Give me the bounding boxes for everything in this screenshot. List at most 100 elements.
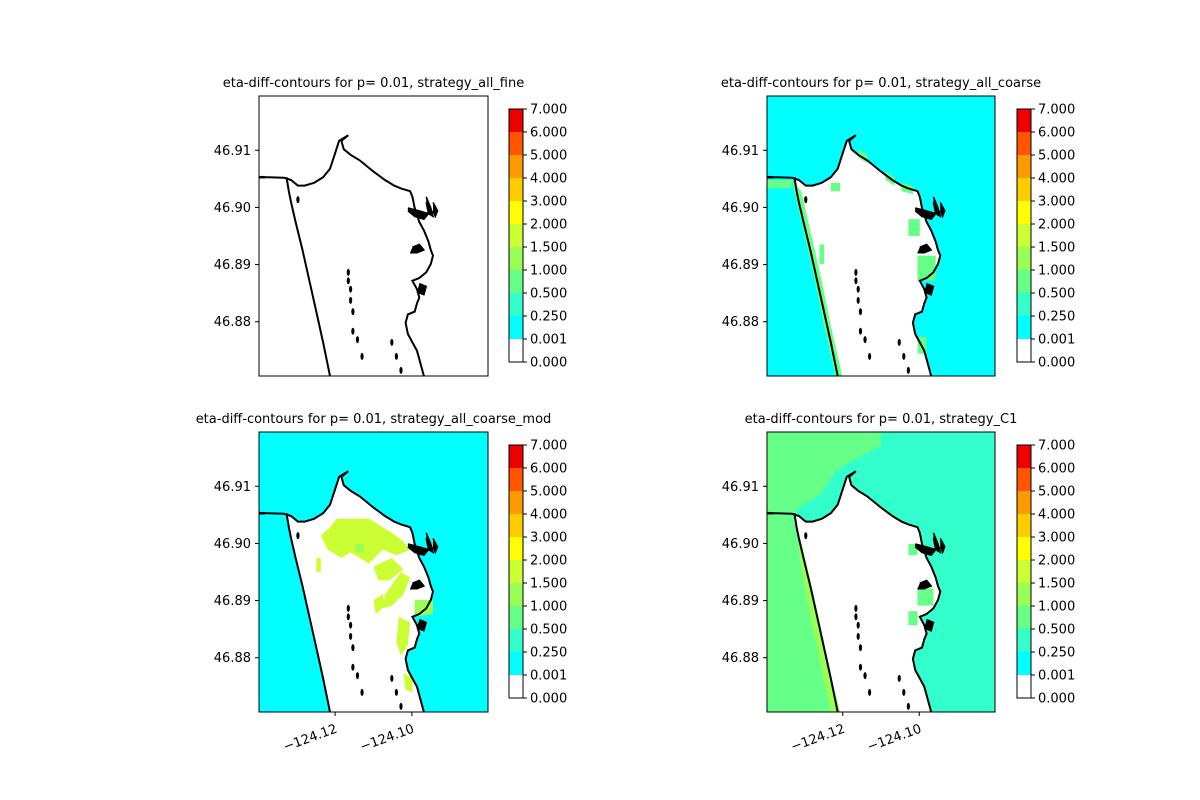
channel-marker: [856, 296, 860, 304]
colorbar-label: 0.500: [1038, 287, 1075, 302]
map-area: [259, 96, 488, 376]
channel-marker: [394, 688, 398, 696]
island: [425, 196, 435, 219]
island: [917, 243, 933, 254]
channel-marker: [854, 613, 858, 621]
colorbar-label: 5.000: [1038, 149, 1075, 164]
coastline: [259, 134, 435, 376]
ytick-label: 46.88: [214, 651, 251, 666]
map-area: [259, 432, 488, 712]
channel-marker: [351, 644, 355, 652]
colorbar-label: 0.500: [1038, 623, 1075, 638]
island: [932, 532, 942, 555]
colorbar-label: 6.000: [530, 126, 567, 141]
channel-marker: [360, 688, 364, 696]
colorbar-segment: [509, 652, 523, 675]
channel-marker: [897, 674, 901, 682]
colorbar-label: 7.000: [530, 439, 567, 454]
ytick-label: 46.91: [722, 480, 759, 495]
colorbar-segment: [509, 606, 523, 629]
colorbar-frame: [508, 444, 524, 699]
colorbar-label: 3.000: [1038, 531, 1075, 546]
contour-patch: [767, 180, 793, 189]
channel-marker: [858, 663, 863, 671]
colorbar-label: 5.000: [1038, 485, 1075, 500]
colorbar-label: 6.000: [1038, 462, 1075, 477]
colorbar-segment: [1017, 270, 1031, 293]
colorbar-segment: [509, 155, 523, 178]
channel-marker: [355, 672, 360, 680]
coastline: [259, 470, 435, 712]
channel-marker: [804, 196, 808, 204]
colorbar-label: 0.000: [1038, 356, 1075, 371]
colorbar-label: 7.000: [1038, 103, 1075, 118]
colorbar-frame: [1016, 444, 1032, 699]
colorbar-label: 6.000: [530, 462, 567, 477]
channel-marker: [349, 285, 353, 293]
ytick-label: 46.88: [722, 315, 759, 330]
ytick-label: 46.91: [214, 144, 251, 159]
channel-marker: [902, 688, 906, 696]
ytick-label: 46.89: [214, 594, 251, 609]
beach-line: [793, 177, 839, 376]
colorbar-label: 2.000: [1038, 554, 1075, 569]
channel-marker: [399, 702, 403, 710]
colorbar-label: 1.000: [530, 264, 567, 279]
contour-patch: [396, 616, 411, 656]
colorbar-label: 4.000: [1038, 508, 1075, 523]
colorbar-segment: [1017, 155, 1031, 178]
colorbar-segment: [1017, 247, 1031, 270]
channel-marker: [360, 352, 364, 360]
colorbar-label: 5.000: [530, 149, 567, 164]
colorbar-segment: [1017, 606, 1031, 629]
colorbar-label: 0.001: [1038, 669, 1075, 684]
colorbar-segment: [509, 132, 523, 155]
channel-marker: [854, 604, 858, 612]
island: [407, 543, 430, 557]
colorbar-label: 0.001: [530, 669, 567, 684]
colorbar-segment: [1017, 675, 1031, 698]
colorbar-segment: [1017, 491, 1031, 514]
colorbar-frame: [508, 108, 524, 363]
subplot-4: eta-diff-contours for p= 0.01, strategy_…: [722, 412, 1075, 755]
colorbar-label: 4.000: [530, 172, 567, 187]
colorbar: 0.000 0.001 0.250 0.500 1.000 1.500 2.000 3.000…: [508, 103, 567, 371]
channel-marker: [349, 632, 353, 640]
colorbar-label: 7.000: [1038, 439, 1075, 454]
channel-marker: [856, 285, 860, 293]
colorbar-segment: [1017, 445, 1031, 468]
island: [410, 243, 426, 254]
contour-patch: [908, 611, 918, 626]
island: [914, 207, 937, 221]
contour-patch: [316, 558, 321, 572]
colorbar-segment: [1017, 583, 1031, 606]
land-fill: [286, 471, 433, 712]
land-fill: [794, 471, 941, 712]
colorbar-label: 0.001: [530, 333, 567, 348]
colorbar-segment: [1017, 339, 1031, 362]
xtick-label: −124.12: [789, 722, 847, 755]
colorbar-segment: [509, 445, 523, 468]
subplot-title: eta-diff-contours for p= 0.01, strategy_…: [223, 76, 524, 91]
colorbar-segment: [509, 339, 523, 362]
ytick-label: 46.89: [722, 258, 759, 273]
channel-marker: [897, 338, 901, 346]
axes-frame: [258, 95, 489, 377]
colorbar-segment: [1017, 293, 1031, 316]
island: [924, 618, 935, 632]
background-fill: [259, 96, 488, 376]
channel-marker: [854, 277, 858, 285]
island: [939, 202, 946, 219]
contour-patch: [373, 594, 385, 614]
colorbar-frame: [1016, 108, 1032, 363]
channel-marker: [346, 277, 350, 285]
island: [432, 538, 439, 555]
island: [416, 282, 428, 296]
contour-patch: [830, 182, 840, 192]
colorbar: 0.000 0.001 0.250 0.500 1.000 1.500 2.000 3.000…: [508, 439, 567, 707]
colorbar-segment: [509, 270, 523, 293]
coastline: [767, 134, 942, 376]
contour-patch: [917, 588, 934, 606]
island: [932, 196, 942, 219]
colorbar-segment: [509, 468, 523, 491]
